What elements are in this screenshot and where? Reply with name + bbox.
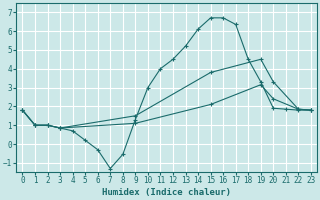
X-axis label: Humidex (Indice chaleur): Humidex (Indice chaleur) [102,188,231,197]
